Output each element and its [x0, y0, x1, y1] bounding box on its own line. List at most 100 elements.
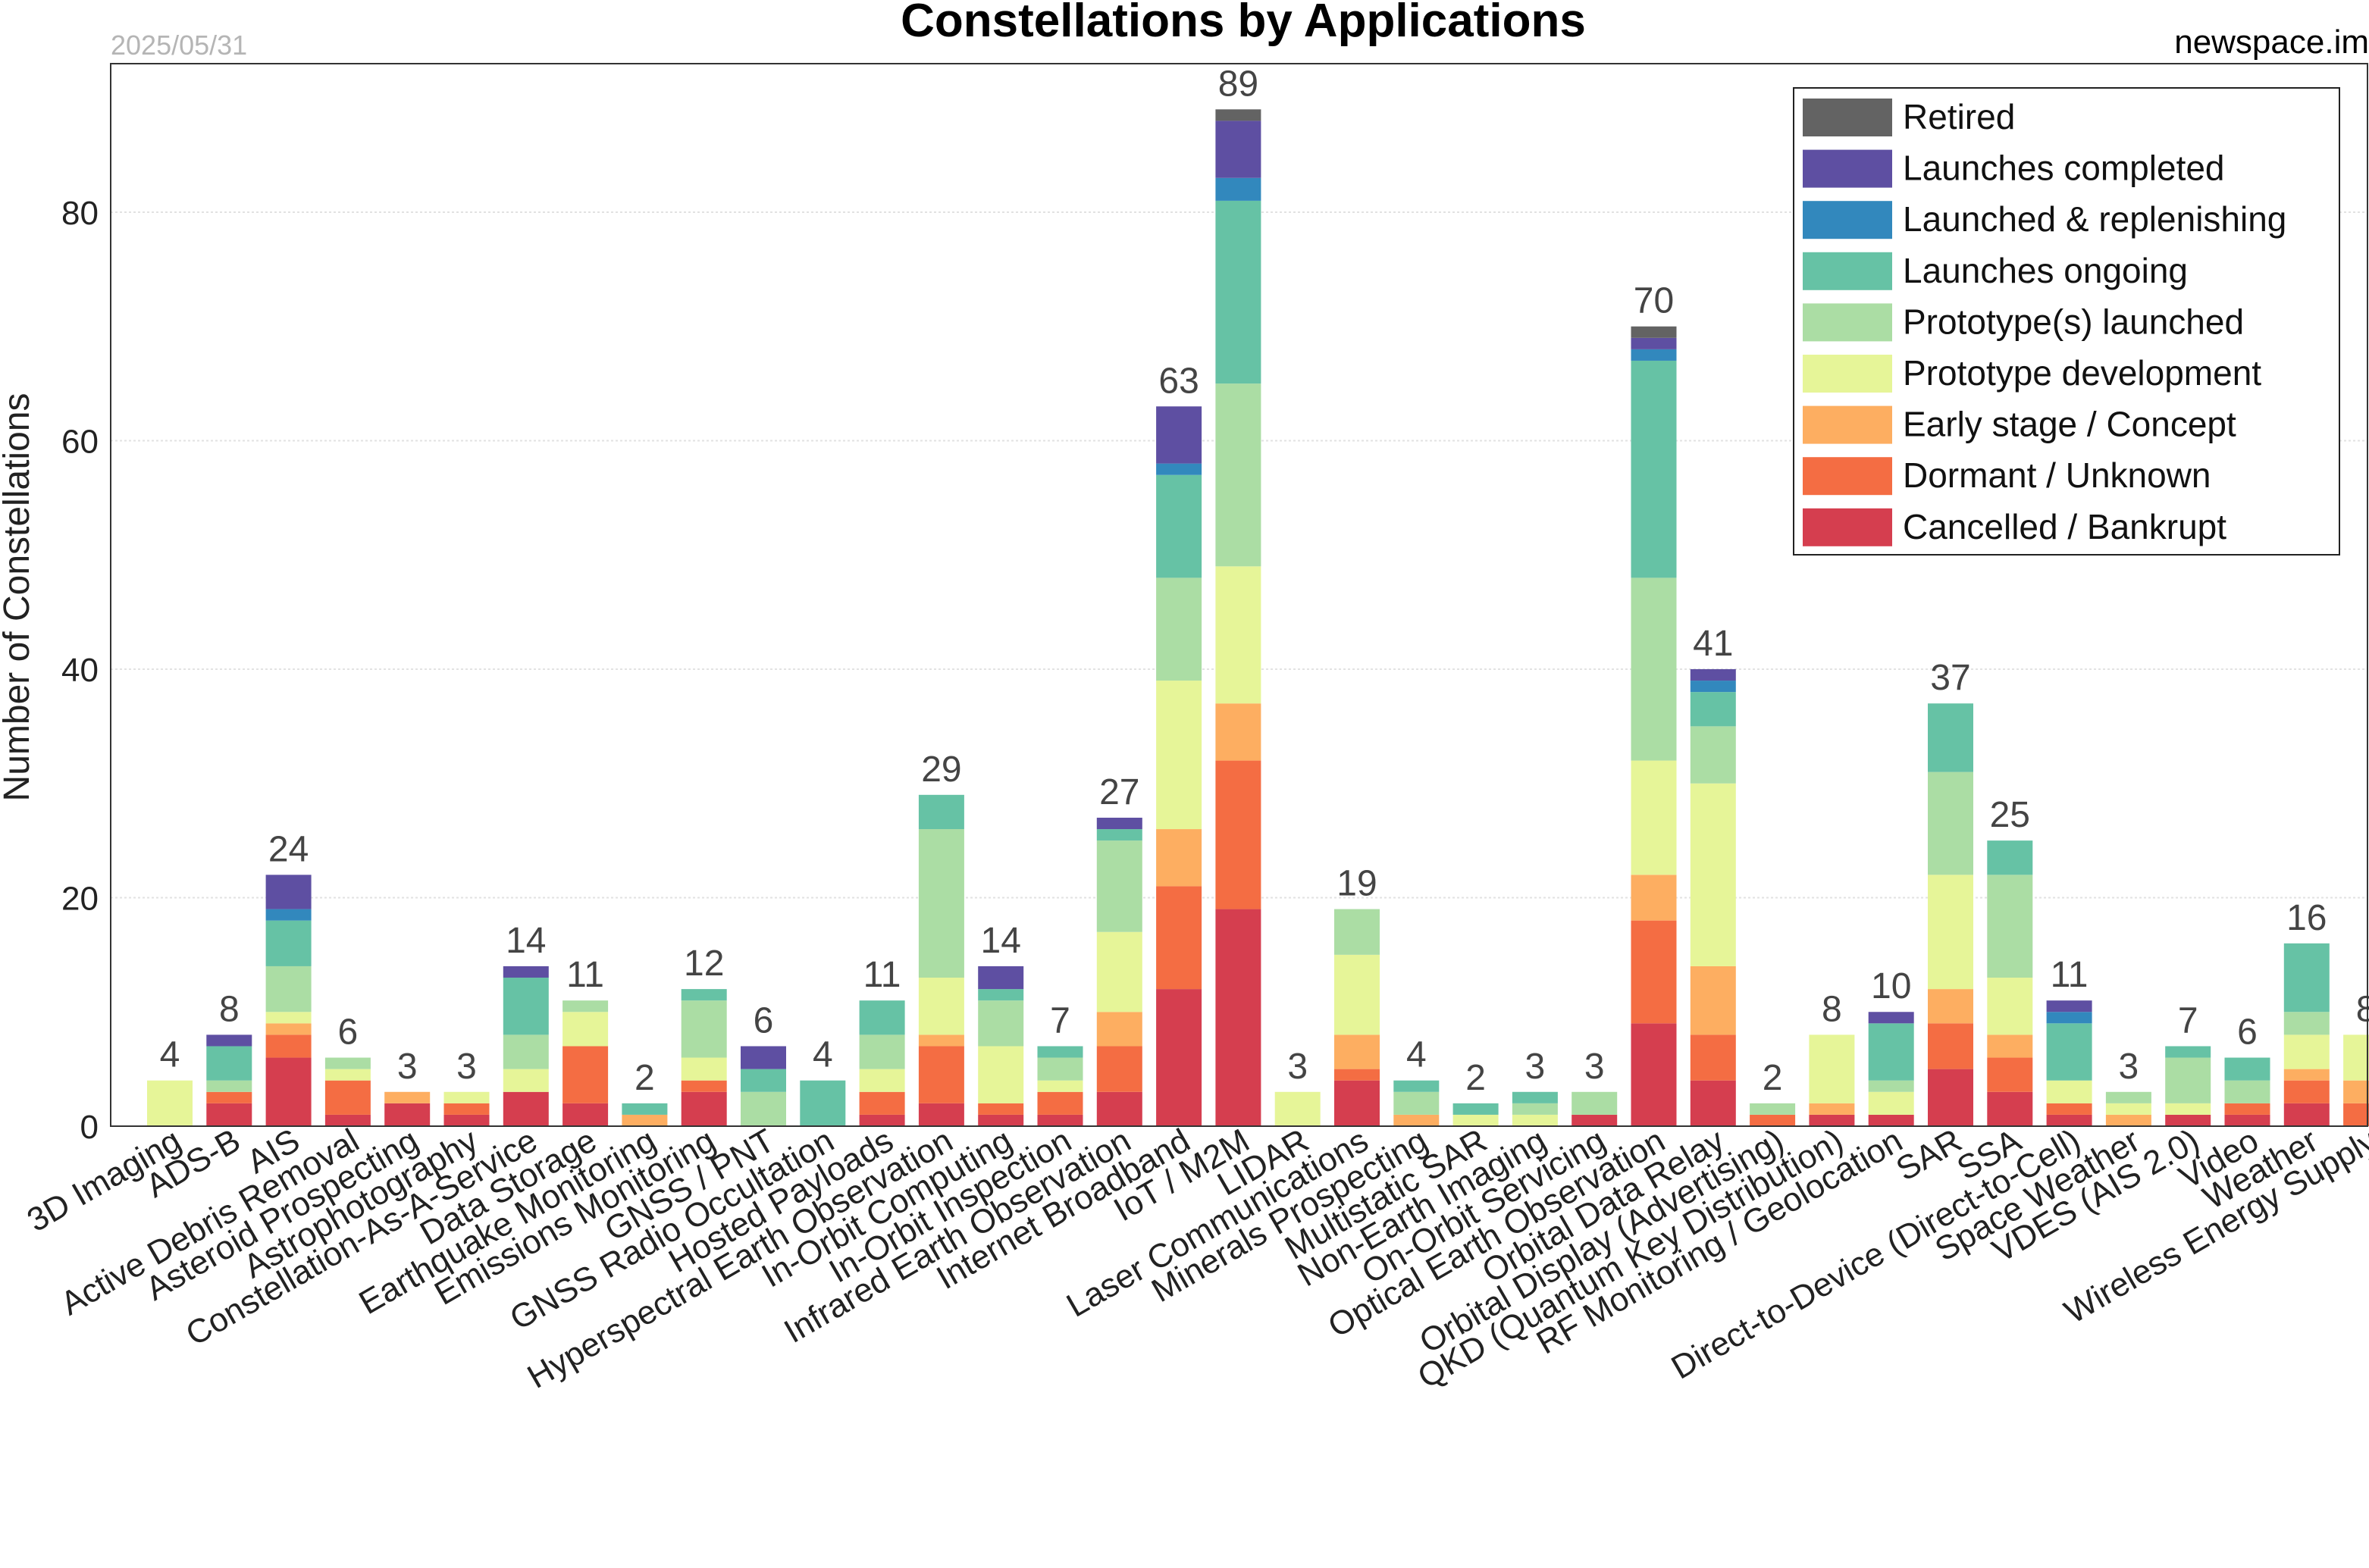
legend-label: Dormant / Unknown: [1903, 455, 2211, 495]
bar-segment: [1215, 109, 1261, 121]
bar-segment: [681, 1057, 727, 1081]
bar-segment: [1690, 1080, 1736, 1126]
bar-segment: [1868, 1114, 1914, 1126]
bar-segment: [1452, 1103, 1499, 1115]
bar-total-label: 19: [1336, 864, 1377, 904]
bar-segment: [2343, 1034, 2369, 1081]
bar-total-label: 3: [1584, 1047, 1605, 1087]
bar-segment: [1690, 1034, 1736, 1081]
bar-segment: [1452, 1114, 1499, 1126]
bar-segment: [1334, 1069, 1380, 1081]
bar-segment: [1096, 931, 1142, 1012]
bar-segment: [265, 966, 312, 1012]
bar-segment: [918, 978, 964, 1035]
bar-segment: [1631, 337, 1677, 349]
bar-segment: [1334, 909, 1380, 955]
bar-segment: [2283, 943, 2330, 1012]
bar-segment: [1215, 177, 1261, 201]
bar-segment: [1690, 966, 1736, 1035]
bar-total-label: 2: [1465, 1058, 1486, 1098]
bar-segment: [741, 1046, 786, 1069]
bar-total-label: 11: [863, 955, 901, 995]
bar-total-label: 27: [1099, 772, 1139, 812]
bar-segment: [1156, 463, 1202, 475]
bar-segment: [206, 1103, 252, 1126]
y-tick-labels: 0 20 40 60 80: [61, 195, 99, 1146]
bar-segment: [2283, 1069, 2330, 1081]
bar-segment: [1868, 1023, 1914, 1081]
bar-segment: [384, 1103, 431, 1126]
bar-segment: [1096, 1012, 1142, 1047]
bar-segment: [1096, 1046, 1142, 1092]
bar-segment: [1631, 920, 1677, 1024]
bar-segment: [741, 1091, 786, 1126]
bar-segment: [1096, 817, 1142, 830]
legend-label: Retired: [1903, 97, 2015, 136]
y-tick-label: 20: [61, 880, 99, 917]
bar-segment: [265, 1057, 312, 1126]
bar-segment: [2165, 1046, 2211, 1058]
bar-segment: [1750, 1114, 1796, 1126]
bar-segment: [2343, 1103, 2369, 1126]
bar-segment: [859, 1000, 905, 1035]
legend-label: Launches completed: [1903, 149, 2225, 188]
bar-total-label: 89: [1218, 64, 1258, 104]
legend-label: Launched & replenishing: [1903, 199, 2286, 239]
bar-segment: [2283, 1012, 2330, 1035]
bar-segment: [918, 829, 964, 978]
bar-total-label: 37: [1930, 658, 1970, 698]
bar-segment: [1690, 692, 1736, 727]
legend: Retired Launches completed Launched & repl…: [1793, 87, 2340, 556]
bar-segment: [1512, 1114, 1558, 1126]
bar-segment: [1037, 1091, 1083, 1115]
legend-swatch: [1803, 252, 1892, 290]
bar-segment: [443, 1091, 490, 1103]
bar-segment: [1037, 1057, 1083, 1081]
bar-segment: [1096, 1091, 1142, 1126]
bar-segment: [2105, 1091, 2151, 1103]
bar-segment: [1631, 875, 1677, 921]
bar-total-label: 25: [1990, 795, 2030, 835]
bar-segment: [918, 1103, 964, 1126]
bar-segment: [681, 989, 727, 1001]
bar-segment: [562, 1000, 609, 1012]
bar-segment: [2105, 1114, 2151, 1126]
bar-segment: [1868, 1012, 1914, 1024]
bar-total-label: 11: [566, 955, 604, 995]
bar-segment: [1928, 771, 1973, 875]
bar-segment: [265, 1034, 312, 1058]
bar-segment: [562, 1046, 609, 1103]
bar-segment: [562, 1012, 609, 1047]
bar-segment: [1631, 360, 1677, 578]
bar-segment: [978, 1114, 1024, 1126]
bar-segment: [324, 1114, 371, 1126]
bar-segment: [1215, 566, 1261, 704]
legend-swatch: [1803, 149, 1892, 188]
bar-segment: [1037, 1114, 1083, 1126]
bar-segment: [681, 1091, 727, 1126]
bars-layer: [147, 109, 2369, 1126]
bar-segment: [1393, 1080, 1440, 1092]
bar-segment: [206, 1080, 252, 1092]
bar-segment: [1987, 978, 2033, 1035]
bar-segment: [2343, 1080, 2369, 1103]
chart-title: Constellations by Applications: [901, 0, 1586, 47]
bar-segment: [206, 1091, 252, 1103]
bar-total-label: 2: [635, 1058, 655, 1098]
bar-segment: [1571, 1091, 1618, 1115]
bar-segment: [2283, 1034, 2330, 1069]
bar-segment: [2046, 1080, 2092, 1103]
legend-swatch: [1803, 508, 1892, 546]
bar-total-label: 3: [1287, 1047, 1308, 1087]
bar-total-label: 14: [506, 921, 546, 961]
bar-segment: [1868, 1091, 1914, 1115]
bar-segment: [1393, 1091, 1440, 1115]
bar-segment: [978, 966, 1024, 990]
bar-segment: [918, 1046, 964, 1103]
bar-segment: [1096, 840, 1142, 932]
legend-label: Prototype(s) launched: [1903, 302, 2244, 341]
bar-segment: [2283, 1080, 2330, 1103]
bar-segment: [1215, 383, 1261, 567]
